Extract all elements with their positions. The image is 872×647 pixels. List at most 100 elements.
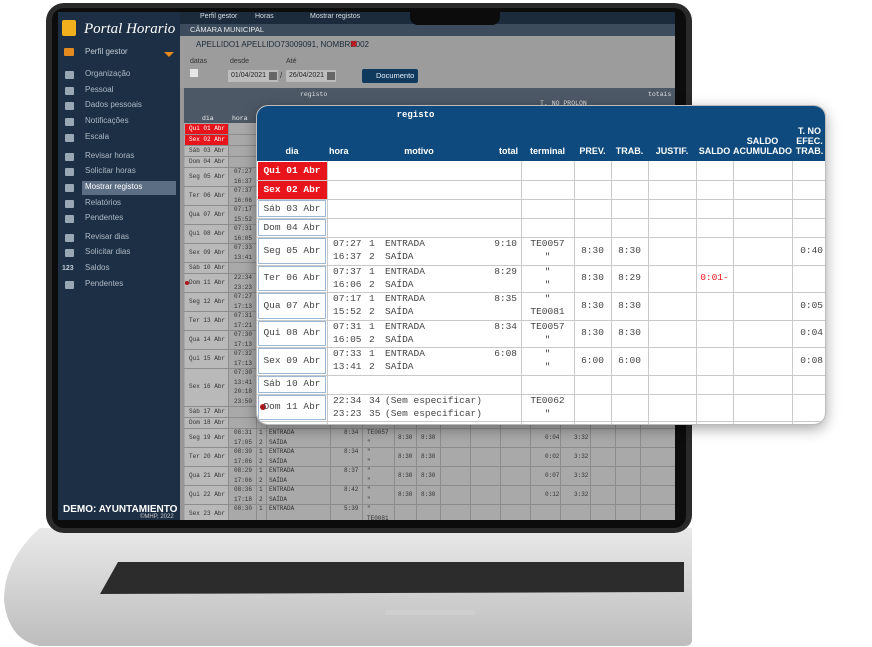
bg-row-line [184,466,675,467]
num: 35 [369,407,381,419]
menu-icon [65,281,74,289]
column-header: motivo [404,146,434,156]
menu-item: Pendentes [85,213,124,222]
bg-day-cell [185,244,228,262]
bg-tnoefec: 0:04 [545,433,560,441]
day-cell [258,219,326,236]
bg-hora: 07:27 [234,293,253,300]
day: Seg 05 Abr [263,244,321,256]
day-cell [258,162,327,180]
bg-day: Seg 19 Abr [189,433,226,441]
menu-icon [65,87,74,95]
num: 1 [369,265,375,277]
date-from: 01/04/2021 [231,72,267,79]
total: 9:10 [494,238,517,249]
trackpad-edge [385,610,475,615]
col-line [733,161,734,424]
hora: 15:52 [333,306,362,317]
row-line [257,347,825,348]
prev: 6:00 [581,354,604,366]
bg-hora: 16:37 [234,177,253,185]
bg-day: Qui 15 Abr [189,354,226,362]
menu-item: Mostrar registos [85,182,143,191]
bg-prolon: 3:32 [574,452,589,460]
trab: 8:30 [618,299,641,311]
bg-day: Sex 02 Abr [189,135,226,143]
menu-item: Revisar horas [85,151,135,160]
bg-tnoefec: 0:12 [545,490,560,498]
terminal: " [544,293,551,304]
bg-motivo: ENTRADA [269,467,295,474]
logo-text: Portal Horario [84,21,176,37]
col-line [792,161,793,424]
day-cell [258,348,326,374]
bg-day: Sex 16 Abr [189,383,226,390]
day: Dom 04 Abr [263,221,321,233]
employee: APELLIDO1 APELLIDO73009091, NOMBRE002 [196,40,369,49]
bg-total: 5:39 [344,505,359,512]
bg-trab: 8:30 [421,490,436,498]
bg-day-cell [185,331,228,349]
bg-hora: 16:06 [234,196,253,204]
callout-group: registo [396,110,435,120]
column-header: JUSTIF. [655,146,689,156]
bg-hora: 07:31 [234,312,253,319]
bg-prolon: 3:32 [574,433,589,441]
menu-item: Dados pessoais [85,100,142,109]
bg-col-line [228,123,229,520]
bg-day-cell [185,157,228,167]
bg-hora: 20:18 [234,388,253,395]
terminal: " [544,348,551,359]
bg-hora: 17:05 [234,438,253,446]
date-input [228,70,278,82]
bg-hora: 15:52 [234,215,253,223]
menu-icon [65,249,74,257]
num: 2 [369,361,375,372]
bg-day: Sáb 10 Abr [189,263,226,271]
bg-day-cell [185,486,228,504]
camera-notch [410,8,500,25]
day: Qui 08 Abr [263,327,321,339]
terminal: " [544,251,551,262]
bg-hora: 08:30 [234,448,253,455]
bg-hora: 17:13 [234,359,253,367]
bg-num: 2 [259,495,263,503]
saldo: 0:01- [700,272,729,284]
menu-item: Organização [85,69,131,78]
hora: 23:23 [333,407,362,419]
total: 8:29 [494,265,517,277]
bg-num: 1 [259,467,263,474]
bg-header-label: registo [300,91,328,98]
breadcrumb-item: Perfil gestor [200,13,238,20]
menu-item: Saldos [85,263,110,272]
bg-day-cell [185,263,228,273]
motivo: ENTRADA [385,293,425,304]
bg-day: Sex 09 Abr [189,248,226,256]
row-line [257,393,825,395]
bg-hora: 08:36 [234,486,253,493]
bg-hora: 17:06 [234,457,253,465]
remove-icon: ✖ [350,39,358,49]
bg-tnoefec: 0:07 [545,471,560,479]
day: Dom 11 Abr [263,401,321,413]
calendar-icon [327,72,335,80]
day: Sex 09 Abr [263,354,321,366]
motivo: SAÍDA [385,361,414,372]
terminal: TE0062 [530,394,565,406]
bg-motivo: ENTRADA [269,505,295,512]
bg-day: Qua 07 Abr [189,210,226,218]
document-button[interactable]: Documento [362,69,418,83]
motivo: ENTRADA [385,348,425,359]
bg-day-cell [185,448,228,466]
bg-day-cell [185,350,228,368]
bg-day-cell [185,369,228,406]
bg-prev: 8:30 [398,490,413,498]
bg-motivo: ENTRADA [269,486,295,493]
bg-day-cell [185,407,228,417]
motivo: SAÍDA [385,306,414,317]
num: 2 [369,251,375,262]
bg-prev: 8:30 [398,452,413,460]
menu-item: Pendentes [85,279,124,288]
menu-item: Solicitar dias [85,247,131,256]
row-line [257,374,825,376]
